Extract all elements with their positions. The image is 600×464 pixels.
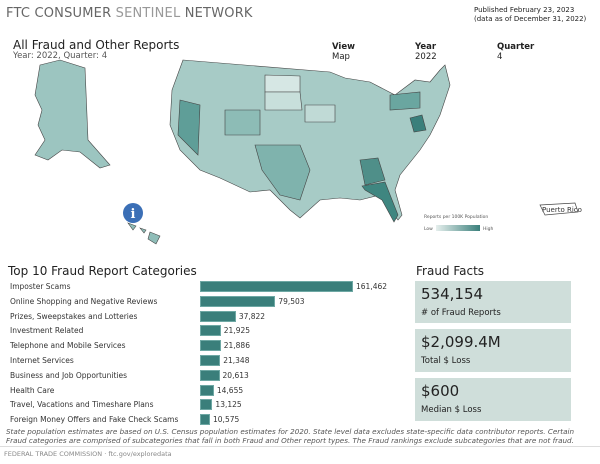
svg-text:i: i	[131, 207, 136, 222]
fact-reports-card: 534,154 # of Fraud Reports	[415, 281, 571, 323]
bar-category-label: Health Care	[10, 385, 55, 395]
bar[interactable]	[200, 281, 353, 292]
view-label: View	[332, 42, 355, 52]
bar-value-label: 10,575	[213, 415, 240, 425]
bar-value-label: 79,503	[278, 296, 305, 306]
brand-part: SENTINEL	[115, 6, 181, 21]
bar-value-label: 20,613	[222, 370, 249, 380]
fact-label: Median $ Loss	[421, 405, 482, 415]
bar-value-label: 161,462	[356, 282, 388, 291]
us-mainland	[169, 59, 451, 221]
bar[interactable]	[200, 414, 211, 426]
state-pennsylvania	[389, 91, 421, 111]
state-florida	[361, 181, 399, 223]
footer[interactable]: FEDERAL TRADE COMMISSION · ftc.gov/explo…	[0, 446, 600, 461]
bar[interactable]	[200, 340, 221, 352]
bar[interactable]	[200, 384, 214, 396]
bar-category-label: Imposter Scams	[10, 282, 71, 291]
quarter-filter[interactable]: Quarter 4	[497, 42, 534, 62]
info-icon	[123, 203, 143, 223]
bar-value-label: 21,348	[223, 356, 250, 365]
bar-value-label: 14,655	[216, 385, 244, 395]
view-filter[interactable]: View Map	[332, 42, 355, 62]
fact-value: $600	[421, 382, 460, 400]
state-alaska	[34, 59, 111, 169]
puerto-rico-label: Puerto Rico	[542, 206, 582, 214]
legend-high: High	[483, 226, 493, 232]
state-hawaii	[127, 222, 161, 245]
legend-title: Reports per 100K Population	[424, 214, 488, 220]
fraud-facts-title: Fraud Facts	[416, 264, 485, 278]
published-info: Published February 23, 2023 (data as of D…	[474, 6, 586, 24]
bar-value-label: 21,886	[223, 341, 250, 351]
bar[interactable]	[200, 325, 221, 337]
bar-category-label: Prizes, Sweepstakes and Lotteries	[10, 311, 138, 321]
bar-value-label: 37,822	[238, 311, 266, 321]
report-title: All Fraud and Other Reports	[13, 38, 180, 52]
brand-part: NETWORK	[180, 6, 253, 21]
bar-category-label: Online Shopping and Negative Reviews	[10, 296, 158, 306]
state-texas	[254, 144, 311, 201]
state-iowa	[304, 104, 336, 123]
published-date: Published February 23, 2023	[474, 6, 575, 14]
footnote: State population estimates are based on …	[6, 427, 575, 445]
legend-low: Low	[424, 226, 433, 232]
data-as-of: (data as of December 31, 2022)	[474, 15, 587, 23]
state-south-dakota	[264, 91, 303, 111]
state-north-dakota	[264, 74, 301, 93]
state-colorado	[224, 109, 261, 136]
bar[interactable]	[200, 355, 221, 366]
fact-loss-card: $2,099.4M Total $ Loss	[415, 329, 571, 372]
top10-title: Top 10 Fraud Report Categories	[8, 264, 197, 278]
bar[interactable]	[200, 399, 213, 411]
fact-label: # of Fraud Reports	[421, 308, 501, 318]
year-label: Year	[415, 42, 437, 52]
fact-value: 534,154	[421, 285, 484, 303]
state-georgia	[359, 157, 386, 186]
bar[interactable]	[200, 295, 276, 307]
bar-category-label: Investment Related	[10, 326, 84, 336]
report-subtitle: Year: 2022, Quarter: 4	[13, 51, 108, 61]
bar[interactable]	[200, 310, 236, 322]
puerto-rico-shape	[539, 202, 579, 216]
bar-category-label: Business and Job Opportunities	[10, 370, 128, 380]
brand-title: FTC CONSUMER SENTINEL NETWORK	[6, 6, 253, 21]
state-nevada	[177, 99, 201, 156]
fact-value: $2,099.4M	[421, 333, 501, 351]
fact-median-card: $600 Median $ Loss	[415, 378, 571, 421]
state-delaware-maryland	[409, 114, 427, 133]
bar-category-label: Foreign Money Offers and Fake Check Scam…	[10, 415, 179, 425]
us-choropleth-map[interactable]: i Puerto Rico Reports per 100K Populatio…	[0, 40, 600, 250]
fact-label: Total $ Loss	[421, 356, 471, 366]
year-value[interactable]: 2022	[415, 52, 437, 62]
legend-gradient	[436, 225, 480, 231]
brand-part: FTC CONSUMER	[6, 6, 116, 21]
quarter-value[interactable]: 4	[497, 52, 503, 62]
view-value[interactable]: Map	[332, 52, 350, 62]
year-filter[interactable]: Year 2022	[415, 42, 437, 62]
bar-value-label: 13,125	[215, 400, 242, 410]
bar-category-label: Telephone and Mobile Services	[10, 341, 126, 351]
quarter-label: Quarter	[497, 42, 535, 52]
bar[interactable]	[200, 369, 220, 381]
bar-category-label: Internet Services	[10, 356, 74, 365]
bar-value-label: 21,925	[223, 326, 251, 336]
bar-category-label: Travel, Vacations and Timeshare Plans	[10, 400, 154, 410]
